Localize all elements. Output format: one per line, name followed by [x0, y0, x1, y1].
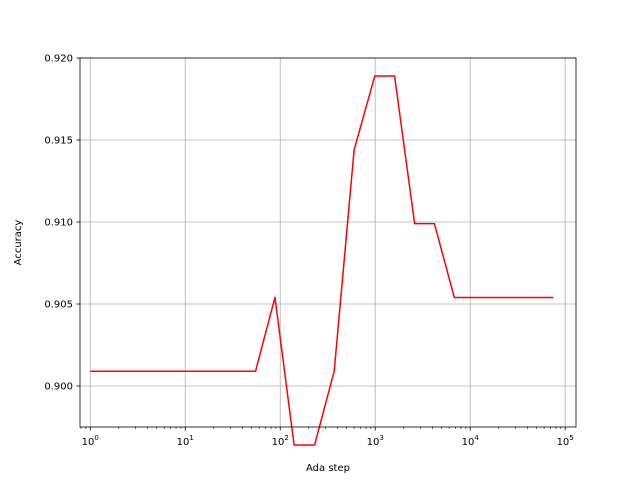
y-axis-ticks: 0.900 0.905 0.910 0.915 0.920 [44, 54, 80, 393]
y-tick-label: 0.910 [44, 218, 73, 229]
axes-frame [79, 57, 577, 428]
x-axis-ticks: 100 101 102 103 104 105 [80, 427, 574, 448]
x-tick-label: 104 [462, 434, 480, 448]
y-tick-label: 0.920 [44, 54, 73, 65]
x-tick-label: 103 [367, 434, 384, 448]
x-tick-label: 105 [557, 434, 574, 448]
x-axis-label: Ada step [306, 463, 350, 474]
x-tick-label: 100 [82, 434, 99, 448]
series-layer [90, 75, 554, 446]
series-line [90, 75, 554, 446]
y-axis-label: Accuracy [13, 220, 24, 266]
x-tick-label: 101 [177, 434, 194, 448]
x-tick-label: 102 [272, 434, 289, 448]
y-tick-label: 0.900 [44, 382, 73, 393]
y-tick-label: 0.905 [44, 300, 73, 311]
y-tick-label: 0.915 [44, 136, 73, 147]
